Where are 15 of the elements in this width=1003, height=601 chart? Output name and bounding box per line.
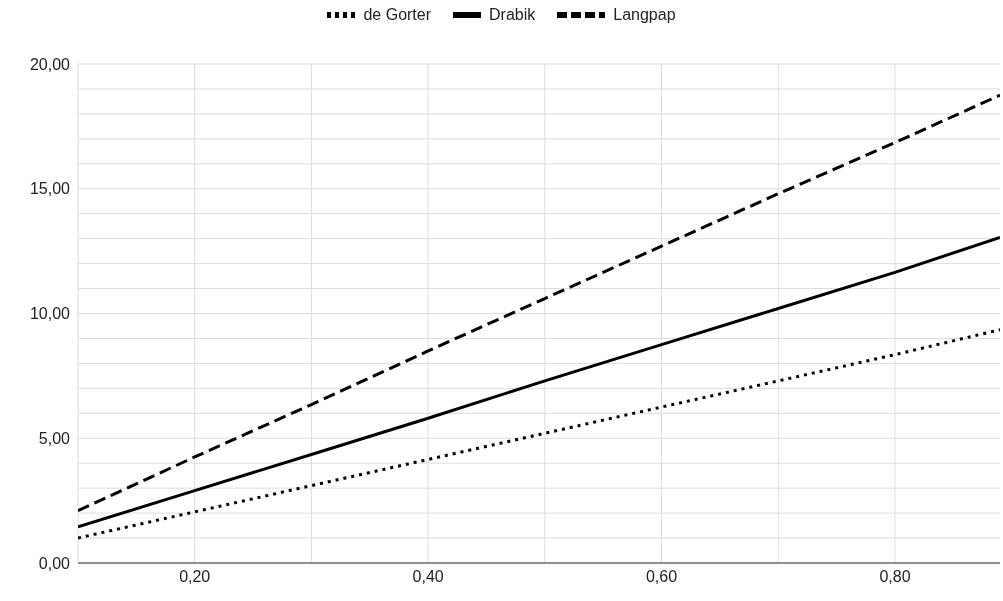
- x-tick-label: 0,20: [179, 568, 211, 586]
- legend-label: Drabik: [489, 6, 536, 24]
- line-series: [78, 93, 1000, 513]
- legend-label: Langpap: [613, 6, 676, 24]
- y-tick-label: 10,00: [29, 305, 71, 323]
- x-tick-label: 0,40: [412, 568, 444, 586]
- x-tick-label: 0,60: [645, 568, 678, 586]
- x-tick-label: 0,80: [879, 568, 911, 586]
- legend-label: de Gorter: [363, 6, 432, 24]
- y-tick-label: 0,00: [38, 554, 71, 572]
- y-tick-label: 5,00: [38, 429, 71, 447]
- y-tick-label: 15,00: [29, 180, 71, 198]
- y-tick-label: 20,00: [29, 55, 71, 73]
- line-series: [78, 328, 1000, 540]
- line-series: [78, 235, 1000, 529]
